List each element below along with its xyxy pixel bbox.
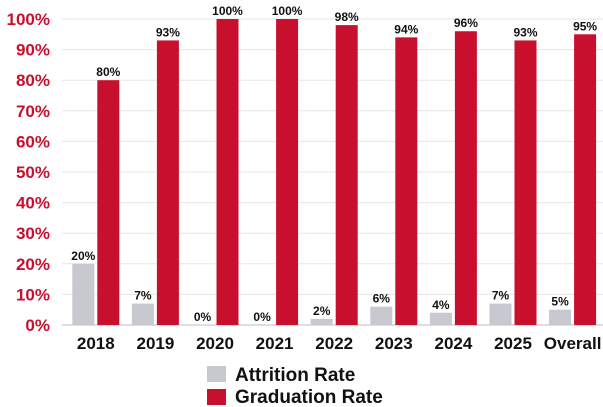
graduation-data-label: 80% bbox=[96, 65, 120, 79]
legend-swatch-graduation bbox=[207, 389, 226, 405]
graduation-data-label: 100% bbox=[212, 4, 243, 18]
legend-swatch-attrition bbox=[207, 366, 226, 382]
graduation-data-label: 93% bbox=[156, 25, 180, 39]
attrition-data-label: 20% bbox=[71, 249, 95, 263]
graduation-data-label: 93% bbox=[513, 25, 537, 39]
attrition-data-label: 5% bbox=[551, 295, 569, 309]
y-tick-label: 60% bbox=[16, 132, 50, 151]
x-tick-label: 2019 bbox=[136, 334, 174, 353]
y-tick-label: 0% bbox=[25, 316, 50, 335]
legend: Attrition Rate Graduation Rate bbox=[207, 365, 383, 407]
gridlines bbox=[62, 18, 603, 326]
y-tick-label: 10% bbox=[16, 285, 50, 304]
graduation-bar bbox=[395, 37, 418, 326]
attrition-data-label: 0% bbox=[194, 310, 212, 324]
bar-series bbox=[72, 19, 597, 326]
graduation-data-label: 96% bbox=[454, 16, 478, 30]
graduation-bar bbox=[97, 80, 120, 325]
attrition-bar bbox=[489, 303, 512, 325]
attrition-bar bbox=[549, 309, 572, 325]
graduation-data-label: 100% bbox=[272, 4, 303, 18]
attrition-bar bbox=[131, 303, 154, 325]
x-tick-label: 2023 bbox=[375, 334, 413, 353]
attrition-bar bbox=[429, 312, 452, 325]
x-tick-label: 2024 bbox=[434, 334, 472, 353]
graduation-bar bbox=[514, 40, 537, 326]
attrition-data-label: 2% bbox=[313, 304, 331, 318]
graduation-data-label: 94% bbox=[394, 22, 418, 36]
graduation-bar bbox=[574, 34, 597, 326]
y-tick-label: 70% bbox=[16, 102, 50, 121]
y-tick-label: 100% bbox=[7, 10, 50, 29]
x-tick-label: 2020 bbox=[196, 334, 234, 353]
y-tick-label: 90% bbox=[16, 41, 50, 60]
x-tick-label: 2021 bbox=[256, 334, 294, 353]
graduation-bar bbox=[156, 40, 179, 326]
attrition-bar bbox=[72, 263, 95, 325]
attrition-bar bbox=[370, 306, 393, 325]
graduation-data-label: 98% bbox=[335, 10, 359, 24]
attrition-data-label: 7% bbox=[134, 289, 152, 303]
attrition-data-label: 6% bbox=[373, 292, 391, 306]
y-axis-ticks: 0% 10% 20% 30% 40% 50% 60% 70% 80% 90% 100% bbox=[7, 10, 50, 335]
attrition-data-label: 0% bbox=[253, 310, 271, 324]
attrition-data-label: 7% bbox=[492, 289, 510, 303]
y-tick-label: 80% bbox=[16, 71, 50, 90]
attrition-data-label: 4% bbox=[432, 298, 450, 312]
data-labels: 20% 80% 7% 93% 0% 100% 0% 100% 2% 98% 6% 94% 4% 96% 7%… bbox=[71, 4, 597, 324]
legend-label-attrition: Attrition Rate bbox=[235, 365, 355, 386]
x-tick-label: 2022 bbox=[315, 334, 353, 353]
legend-label-graduation: Graduation Rate bbox=[235, 387, 383, 407]
graduation-data-label: 95% bbox=[573, 19, 597, 33]
y-tick-label: 40% bbox=[16, 194, 50, 213]
graduation-bar bbox=[335, 25, 358, 326]
graduation-bar bbox=[276, 19, 299, 325]
y-tick-label: 20% bbox=[16, 255, 50, 274]
graduation-bar bbox=[454, 31, 477, 326]
x-tick-label: Overall bbox=[544, 334, 602, 353]
y-tick-label: 50% bbox=[16, 163, 50, 182]
y-tick-label: 30% bbox=[16, 224, 50, 243]
x-tick-label: 2025 bbox=[494, 334, 532, 353]
graduation-bar bbox=[216, 19, 239, 325]
x-axis-ticks: 2018 2019 2020 2021 2022 2023 2024 2025 Overall bbox=[77, 334, 602, 353]
attrition-bar bbox=[310, 318, 333, 325]
x-tick-label: 2018 bbox=[77, 334, 115, 353]
